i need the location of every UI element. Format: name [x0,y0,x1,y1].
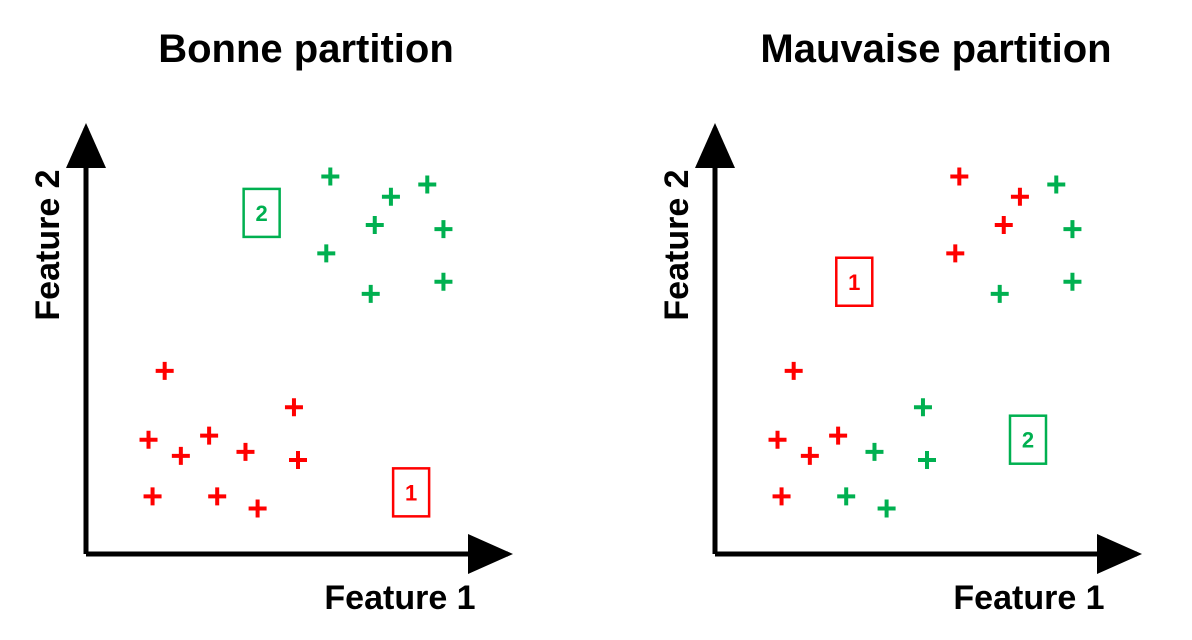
data-point-cluster-1 [284,398,303,417]
data-point-cluster-1 [946,244,965,263]
data-point-cluster-2 [434,272,453,291]
data-point-cluster-1 [208,487,227,506]
data-points: 12 [768,167,1082,518]
y-axis-label: Feature 2 [658,169,696,320]
data-point-cluster-1 [171,446,190,465]
data-point-cluster-2 [918,450,936,469]
data-point-cluster-1 [994,216,1013,235]
x-axis-label: Feature 1 [953,579,1104,617]
cluster-label-box [391,467,431,518]
data-point-cluster-2 [434,220,453,239]
data-point-cluster-1 [800,446,819,465]
x-axis-label: Feature 1 [324,579,475,617]
data-point-cluster-1 [784,361,803,380]
data-point-cluster-2 [381,187,400,206]
data-point-cluster-1 [1010,187,1029,206]
cluster-label-box [835,256,874,307]
cluster-label: 2 [256,201,268,226]
cluster-label-box [242,187,281,239]
data-point-cluster-1 [289,450,307,469]
data-point-cluster-1 [155,361,174,380]
data-point-cluster-2 [321,167,340,186]
panel-bad-partition: Mauvaise partition Feature 1 Feature 2 1… [658,27,1142,617]
data-point-cluster-2 [1063,220,1082,239]
data-point-cluster-1 [200,426,219,445]
data-point-cluster-1 [950,167,969,186]
data-point-cluster-2 [877,499,896,518]
data-point-cluster-1 [248,499,267,518]
data-point-cluster-2 [1063,272,1082,291]
y-axis-label: Feature 2 [29,169,67,320]
data-point-cluster-1 [236,442,255,461]
data-point-cluster-2 [837,487,856,506]
data-point-cluster-2 [418,175,437,194]
cluster-label: 2 [1022,428,1034,453]
data-point-cluster-2 [990,284,1009,303]
chart-title: Mauvaise partition [760,27,1111,71]
data-point-cluster-2 [361,284,380,303]
cluster-label: 1 [848,270,860,295]
data-point-cluster-1 [772,487,791,506]
panel-good-partition: Bonne partition Feature 1 Feature 2 21 [29,27,513,617]
data-point-cluster-2 [913,398,932,417]
data-point-cluster-1 [139,430,158,449]
data-point-cluster-2 [865,442,884,461]
cluster-label-box [1008,414,1048,465]
chart-title: Bonne partition [158,27,454,71]
cluster-label: 1 [405,480,417,505]
data-point-cluster-2 [365,216,384,235]
data-points: 21 [139,167,453,518]
data-point-cluster-2 [1047,175,1066,194]
data-point-cluster-2 [317,244,336,263]
data-point-cluster-1 [143,487,162,506]
data-point-cluster-1 [768,430,787,449]
data-point-cluster-1 [829,426,848,445]
